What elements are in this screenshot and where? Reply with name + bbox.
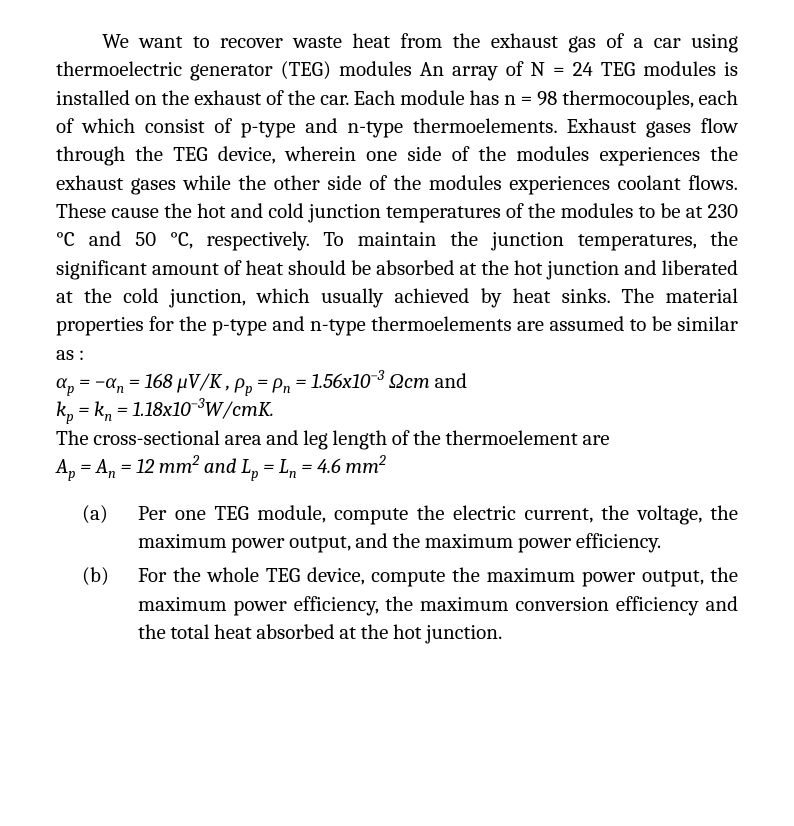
question-label-b: (b)	[56, 562, 138, 647]
length-eq: and Lp = Ln = 4.6 mm2	[204, 455, 386, 479]
equation-line-1: αp = −αn = 168 μV/K , ρp = ρn = 1.56x10−…	[56, 368, 738, 396]
geometry-intro: The cross-sectional area and leg length …	[56, 425, 738, 453]
question-body-a: Per one TEG module, compute the electric…	[138, 500, 738, 557]
equation-line-3: Ap = An = 12 mm2 and Lp = Ln = 4.6 mm2	[56, 453, 738, 481]
question-item-a: (a) Per one TEG module, compute the elec…	[56, 500, 738, 557]
area-eq: Ap = An = 12 mm2	[56, 455, 204, 479]
alpha-p-eq: αp = −αn = 168 μV/K	[56, 370, 226, 394]
question-label-a: (a)	[56, 500, 138, 557]
question-item-b: (b) For the whole TEG device, compute th…	[56, 562, 738, 647]
question-body-b: For the whole TEG device, compute the ma…	[138, 562, 738, 647]
problem-statement: We want to recover waste heat from the e…	[56, 28, 738, 368]
eq1-tail: and	[434, 370, 467, 394]
equation-line-2: kp = kn = 1.18x10−3W/cmK.	[56, 396, 738, 424]
k-p-eq: kp = kn = 1.18x10−3W/cmK.	[56, 398, 274, 422]
rho-p-eq: , ρp = ρn = 1.56x10−3 Ωcm	[226, 370, 434, 394]
question-list: (a) Per one TEG module, compute the elec…	[56, 500, 738, 648]
